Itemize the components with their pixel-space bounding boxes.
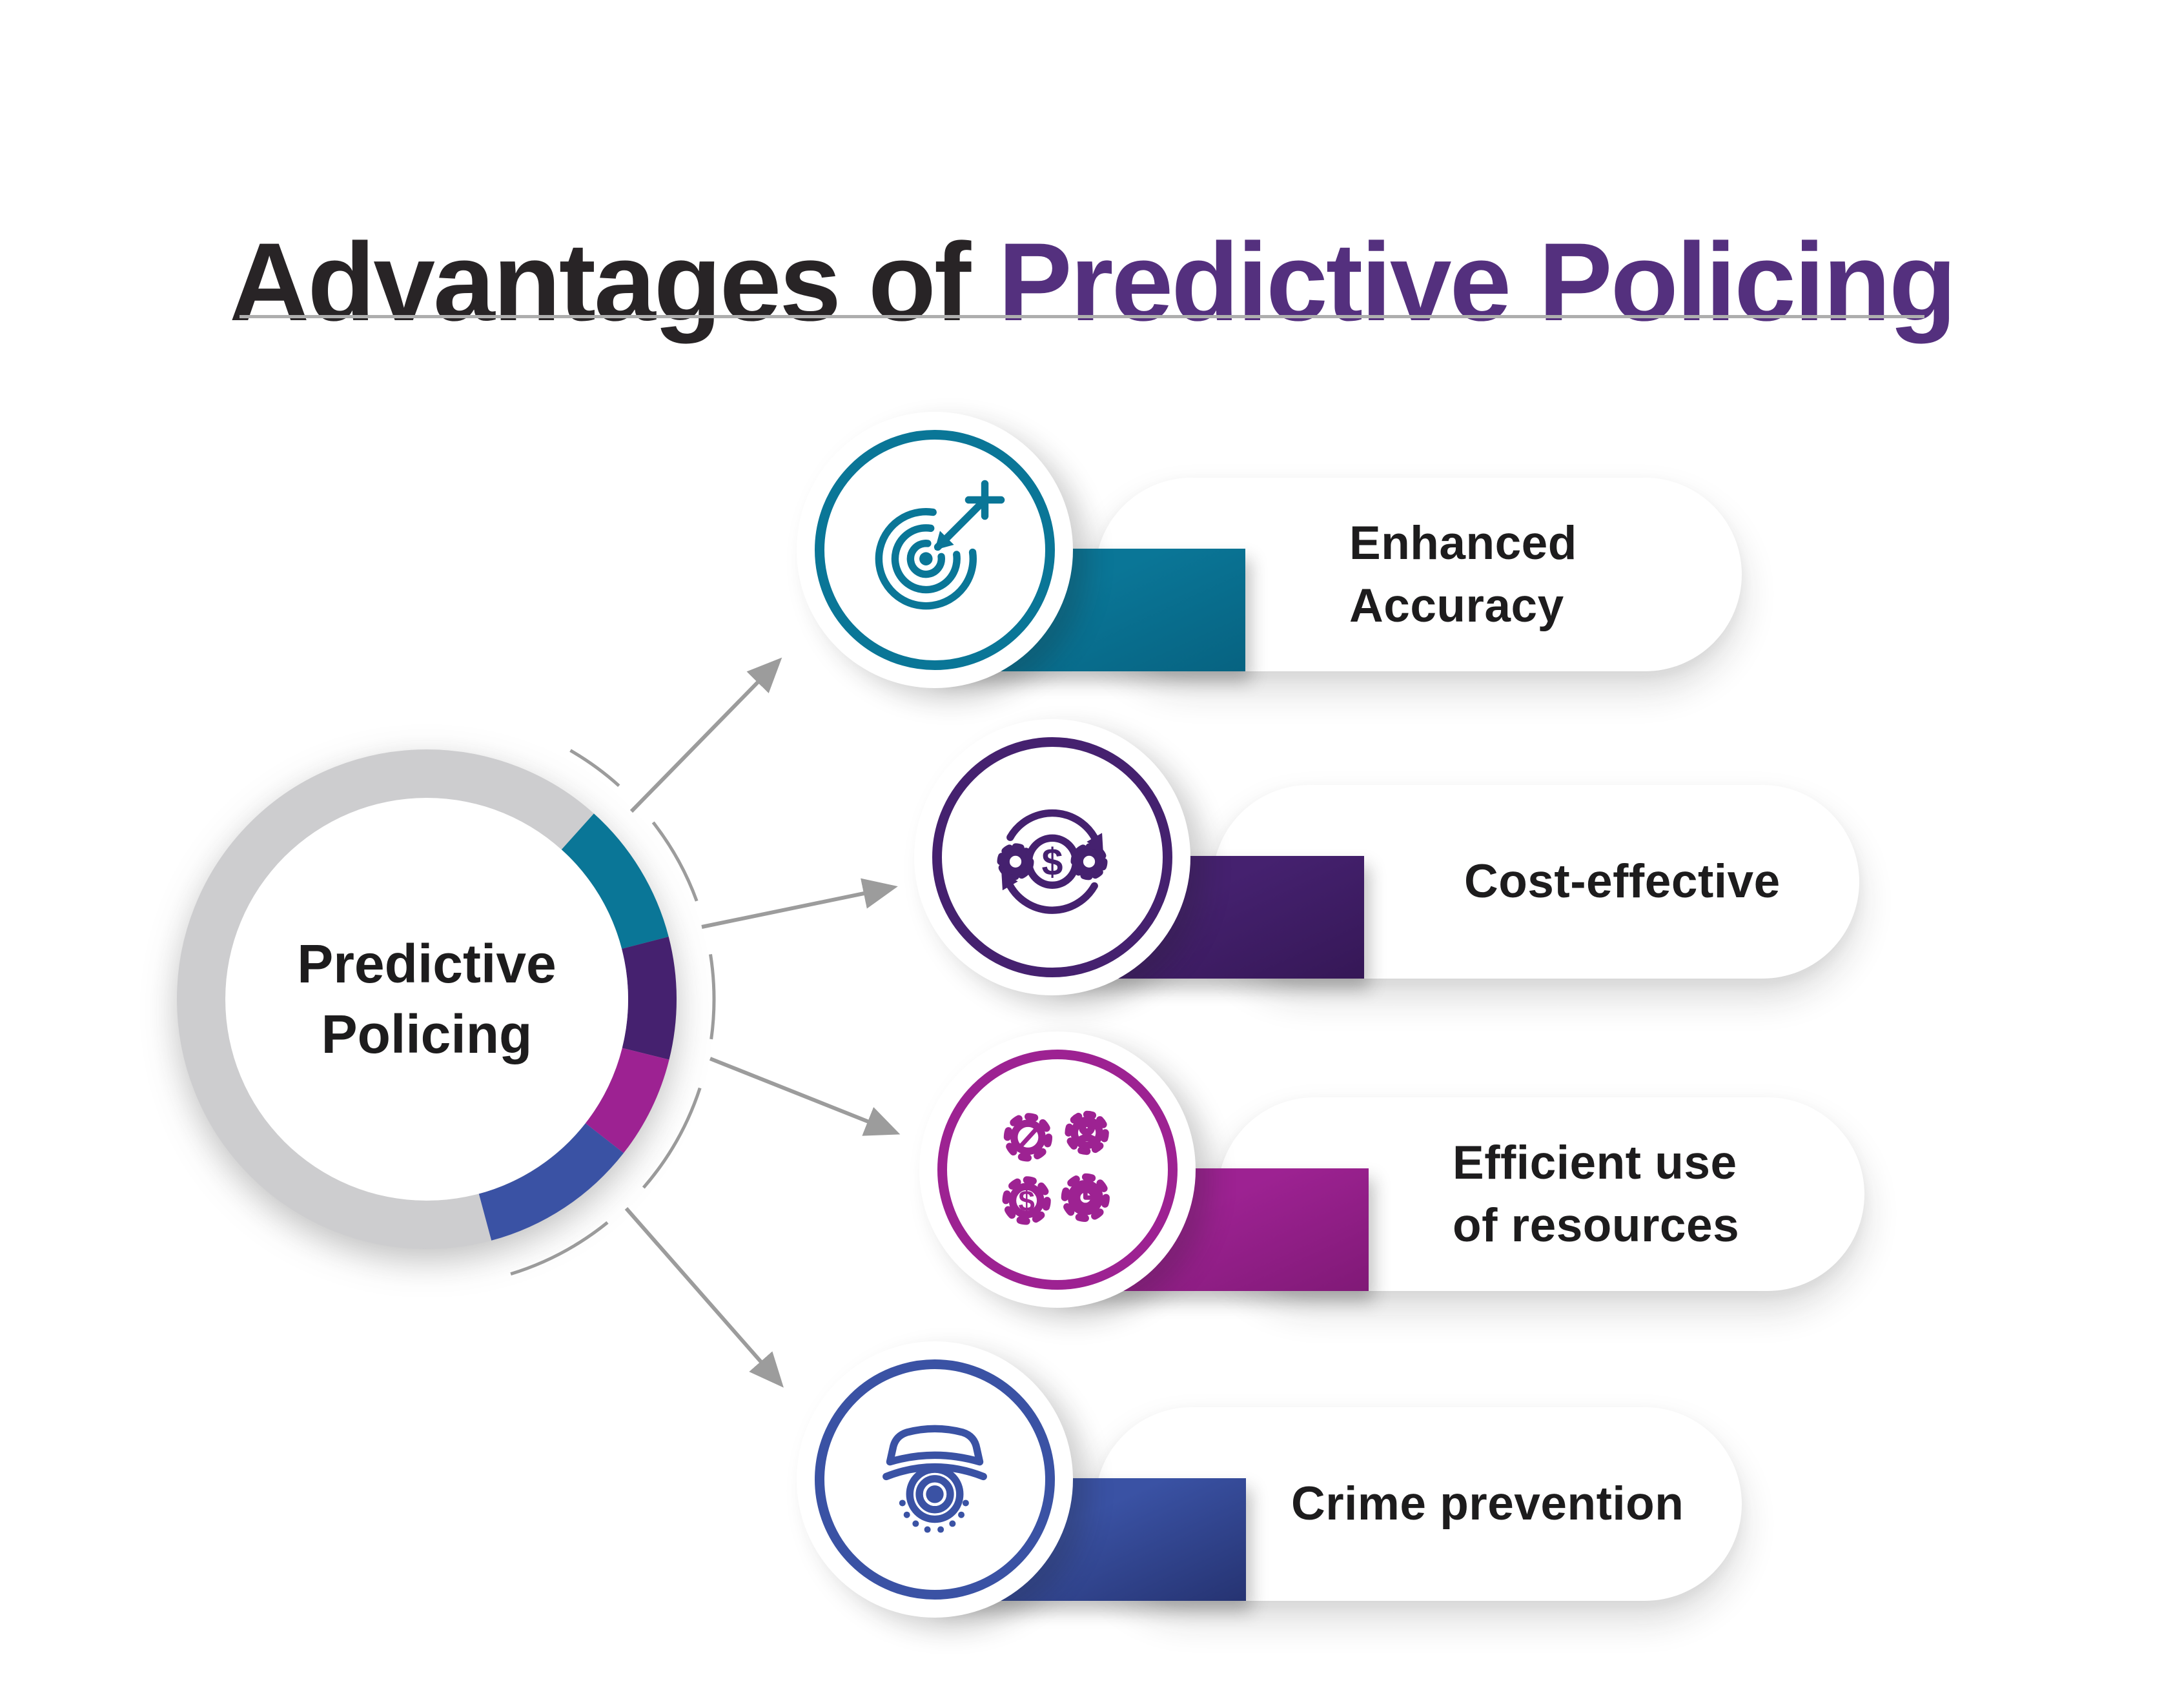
arrow-to-enhanced-accuracy (629, 657, 782, 813)
page-title: Advantages of Predictive Policing (0, 224, 2184, 341)
row-icon-circle: $ (914, 719, 1190, 995)
row-label: Enhanced Accuracy (1349, 516, 1577, 632)
row-label: Efficient use of resources (1453, 1136, 1740, 1252)
hub-arrows (624, 657, 901, 1388)
page-title-prefix: Advantages of (229, 220, 971, 345)
arrow-to-crime-prevention (624, 1207, 784, 1388)
broken-circle-arc (651, 821, 699, 902)
hub-broken-circle (510, 749, 716, 1276)
hub-arc-cost-effective (622, 937, 677, 1060)
row-icon-circle: $ (919, 1032, 1196, 1308)
row-icon-circle (797, 412, 1073, 688)
four-gears-resources-icon: $ (1002, 1110, 1110, 1225)
cctv-camera-icon (883, 1425, 987, 1533)
hub-arc-crime-prevention (478, 1123, 624, 1241)
row-label: Cost-effective (1464, 855, 1781, 908)
row-icon-ring: $ (937, 1050, 1178, 1290)
svg-text:$: $ (1018, 1184, 1034, 1217)
title-divider (240, 315, 1924, 318)
hub-label: Predictive Policing (297, 933, 556, 1064)
money-gears-cycle-icon: $ (997, 809, 1108, 914)
broken-circle-arc (510, 1221, 609, 1276)
broken-circle-arc (709, 954, 716, 1040)
broken-circle-arc (642, 1087, 702, 1189)
row-icon-ring: $ (932, 737, 1172, 977)
hub-arc-efficient-use (585, 1048, 669, 1154)
row-icon-circle (797, 1341, 1073, 1618)
hub-arc-enhanced-accuracy (561, 813, 669, 949)
arrow-to-cost-effective (701, 878, 898, 929)
broken-circle-arc (569, 749, 620, 788)
row-icon-ring (815, 430, 1055, 670)
arrow-to-efficient-use (709, 1057, 901, 1136)
row-icon-ring (815, 1359, 1055, 1600)
page-title-highlight: Predictive Policing (997, 220, 1957, 345)
hub-inner-circle (225, 798, 628, 1201)
dartboard-target-icon (875, 480, 1005, 610)
hub-ring (177, 749, 677, 1249)
row-label: Crime prevention (1291, 1478, 1684, 1530)
svg-text:$: $ (1042, 840, 1063, 883)
